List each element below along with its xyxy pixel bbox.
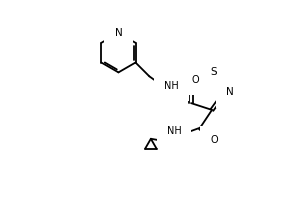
Text: O: O bbox=[192, 75, 200, 85]
Text: S: S bbox=[211, 67, 217, 77]
Text: O: O bbox=[210, 135, 218, 145]
Text: NH: NH bbox=[167, 126, 182, 136]
Text: N: N bbox=[115, 28, 122, 38]
Text: NH: NH bbox=[164, 81, 179, 91]
Text: N: N bbox=[226, 87, 234, 97]
